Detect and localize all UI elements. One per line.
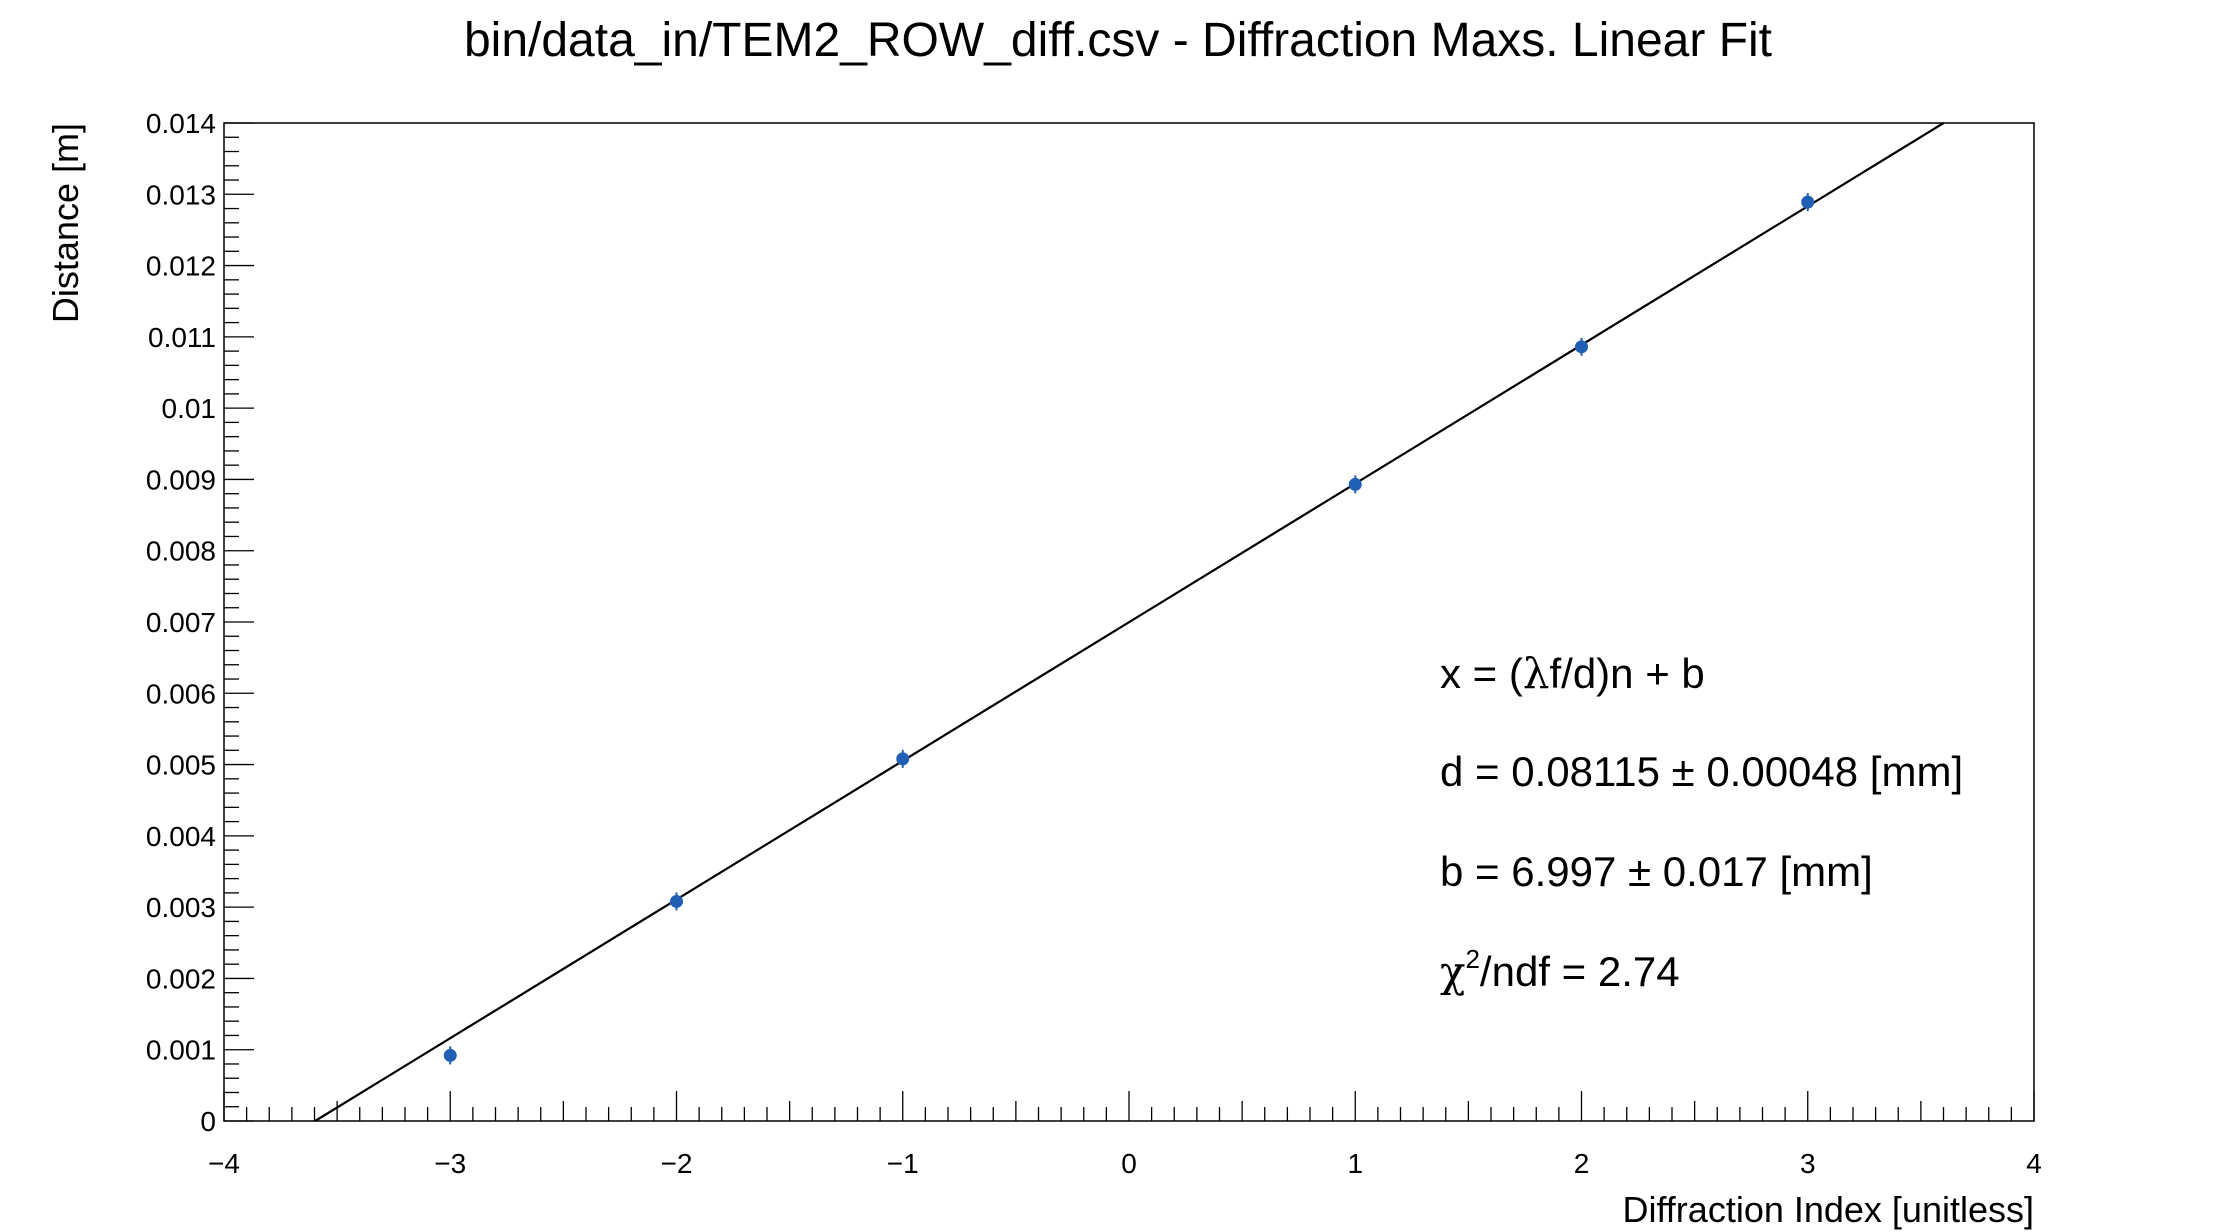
x-tick-label: 0: [1121, 1148, 1137, 1179]
x-axis-title: Diffraction Index [unitless]: [1622, 1189, 2034, 1230]
data-point: [1801, 195, 1815, 209]
fit-line: [314, 122, 1945, 1122]
y-tick-label: 0.011: [148, 322, 216, 353]
x-tick-label: 4: [2026, 1148, 2042, 1179]
y-tick-label: 0.002: [146, 963, 216, 994]
x-tick-labels: −4 −3 −2 −1 0 1 2 3 4: [208, 1148, 2042, 1179]
data-points: [443, 193, 1815, 1065]
y-tick-label: 0.01: [162, 393, 217, 424]
y-axis-title: Distance [m]: [45, 123, 86, 323]
y-tick-label: 0.006: [146, 678, 216, 709]
formula-tail: f/d)n + b: [1549, 650, 1704, 697]
y-tick-label: 0.005: [146, 750, 216, 781]
formula-text: x = (λf/d)n + b: [1440, 649, 1705, 698]
y-tick-label: 0.001: [146, 1035, 216, 1066]
d-value-text: d = 0.08115 ± 0.00048 [mm]: [1440, 748, 1963, 795]
x-tick-label: 3: [1800, 1148, 1816, 1179]
y-tick-label: 0.009: [146, 464, 216, 495]
y-tick-labels: 0 0.001 0.002 0.003 0.004 0.005 0.006 0.007 0.00…: [146, 108, 216, 1137]
formula-lead: x = (: [1440, 650, 1523, 697]
chart-title: bin/data_in/TEM2_ROW_diff.csv - Diffract…: [464, 14, 1772, 67]
x-tick-label: 1: [1347, 1148, 1363, 1179]
y-tick-label: 0.012: [146, 251, 216, 282]
data-point: [896, 752, 910, 766]
chi-tail: /ndf = 2.74: [1480, 948, 1680, 995]
data-point: [1348, 477, 1362, 491]
x-tick-label: −1: [887, 1148, 919, 1179]
chi-symbol: χ: [1440, 947, 1465, 996]
y-tick-label: 0.008: [146, 536, 216, 567]
y-tick-label: 0: [200, 1106, 216, 1137]
x-axis: [223, 1091, 2035, 1121]
x-tick-label: −2: [661, 1148, 693, 1179]
y-tick-label: 0.014: [146, 108, 216, 139]
y-axis: [224, 122, 254, 1122]
chi-superscript: 2: [1465, 944, 1479, 974]
chi2-text: χ2/ndf = 2.74: [1440, 944, 1680, 996]
y-tick-label: 0.013: [146, 179, 216, 210]
b-value-text: b = 6.997 ± 0.017 [mm]: [1440, 848, 1873, 895]
data-point: [1575, 340, 1588, 354]
x-tick-label: 2: [1574, 1148, 1590, 1179]
data-point: [443, 1048, 457, 1062]
formula-lambda: λ: [1523, 649, 1550, 698]
fit-annotation: x = (λf/d)n + b d = 0.08115 ± 0.00048 [m…: [1440, 649, 1963, 996]
x-tick-label: −4: [208, 1148, 240, 1179]
x-tick-label: −3: [434, 1148, 466, 1179]
y-tick-label: 0.004: [146, 821, 216, 852]
y-tick-label: 0.003: [146, 892, 216, 923]
y-tick-label: 0.007: [146, 607, 216, 638]
data-point: [670, 894, 683, 908]
